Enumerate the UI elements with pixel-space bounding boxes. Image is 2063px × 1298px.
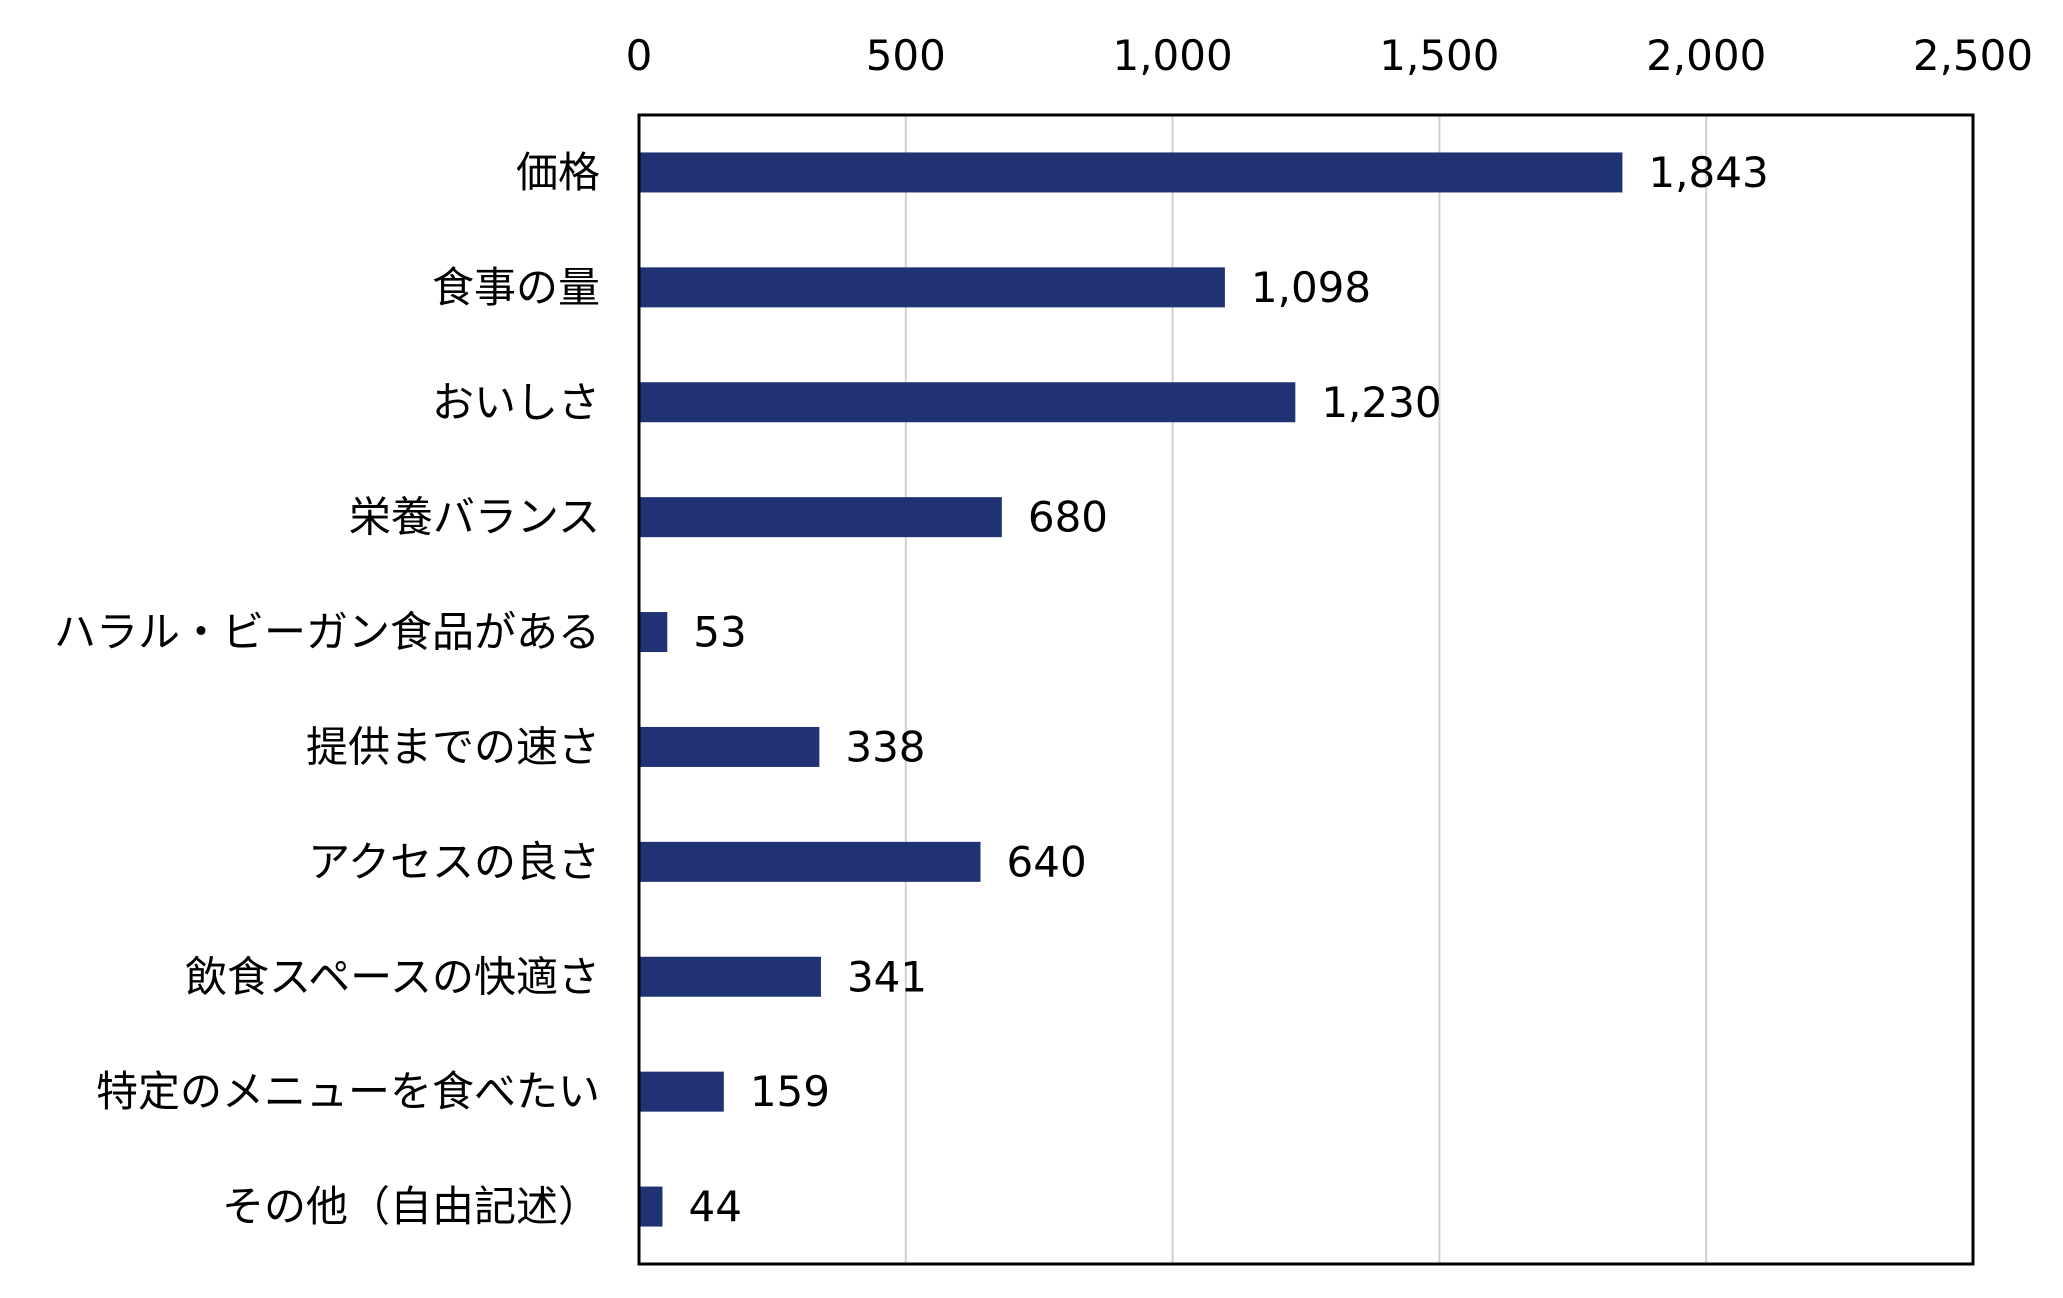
category-label: おいしさ [432,378,600,427]
category-labels: 価格食事の量おいしさ栄養バランスハラル・ビーガン食品がある提供までの速さアクセス… [54,148,600,1231]
category-label: 飲食スペースの快適さ [185,952,600,1001]
data-label: 159 [750,1067,830,1116]
data-label: 338 [845,722,925,771]
plot-area-frame [637,113,1975,1266]
bar [639,267,1225,308]
category-label: 食事の量 [432,263,600,312]
bar [639,726,820,767]
x-tick-label: 2,500 [1913,31,2033,80]
bar [639,612,668,653]
bar [639,956,821,997]
data-label: 1,098 [1251,263,1371,312]
bar [639,1186,663,1227]
category-label: 栄養バランス [349,493,600,542]
category-label: 提供までの速さ [306,722,600,771]
data-label: 341 [847,952,927,1001]
data-label: 1,843 [1648,148,1768,197]
value-labels: 1,843 1,098 1,230 680 53 338 640 341 159 44 [688,148,1768,1231]
x-axis-ticks: 0 500 1,000 1,500 2,000 2,500 [626,31,2033,80]
bar [639,841,981,882]
category-label: ハラル・ビーガン食品がある [54,608,600,657]
bars [639,152,1623,1227]
x-tick-label: 2,000 [1646,31,1766,80]
category-label: アクセスの良さ [308,837,600,886]
category-label: 特定のメニューを食べたい [96,1067,600,1116]
category-label: その他（自由記述） [222,1182,600,1231]
data-label: 44 [688,1182,741,1231]
data-label: 1,230 [1321,378,1441,427]
data-label: 53 [693,608,746,657]
bar [639,382,1296,423]
data-label: 680 [1028,493,1108,542]
bar [639,1071,724,1112]
category-label: 価格 [516,148,600,197]
x-tick-label: 1,000 [1112,31,1232,80]
bar [639,152,1623,193]
x-tick-label: 500 [866,31,946,80]
x-tick-label: 0 [626,31,653,80]
x-tick-label: 1,500 [1379,31,1499,80]
bar [639,497,1002,538]
data-label: 640 [1007,837,1087,886]
